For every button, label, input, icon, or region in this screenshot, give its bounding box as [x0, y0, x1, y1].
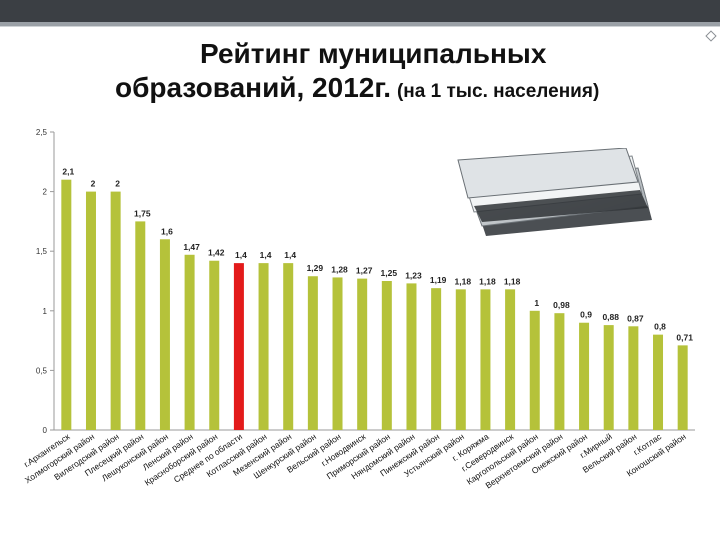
diamond-icon: [705, 30, 717, 42]
data-label: 1,4: [260, 250, 272, 260]
data-label: 0,9: [580, 310, 592, 320]
data-label: 1: [534, 298, 539, 308]
papers-illustration: [457, 148, 652, 236]
header-bar: [0, 0, 720, 22]
data-label: 1,28: [331, 264, 348, 274]
data-label: 1,4: [284, 250, 296, 260]
bar: [159, 239, 170, 430]
slide-title-line-2: образований, 2012г.: [115, 72, 391, 103]
bar: [455, 289, 466, 430]
bar: [233, 263, 244, 430]
bar: [307, 276, 318, 430]
bar: [603, 325, 614, 430]
data-label: 1,23: [405, 270, 422, 280]
data-label: 1,42: [208, 248, 225, 258]
bar: [431, 288, 442, 430]
bar-chart: 0 0,5 1 1,5 2 2,5 2,1 2 2 1,75 1,6 1,47 1,42 1,4 1,4 1…: [22, 128, 695, 491]
value-labels: 2,1 2 2 1,75 1,6 1,47 1,42 1,4 1,4 1,4 1,29 1,28 1,2…: [62, 167, 693, 343]
y-tick-label: 0,5: [36, 366, 48, 375]
data-label: 1,19: [430, 275, 447, 285]
bar: [332, 277, 343, 430]
bar: [406, 283, 417, 430]
data-label: 2: [91, 179, 96, 189]
y-tick-label: 2,5: [36, 128, 48, 137]
bar: [653, 334, 664, 430]
bar: [135, 221, 146, 430]
bars: [61, 179, 688, 430]
data-label: 0,71: [676, 332, 693, 342]
data-label: 2: [115, 179, 120, 189]
bar: [258, 263, 269, 430]
bar: [110, 191, 121, 430]
bar: [505, 289, 516, 430]
bar: [381, 281, 392, 430]
data-label: 1,18: [455, 276, 472, 286]
data-label: 1,47: [183, 242, 200, 252]
bar: [529, 310, 540, 430]
bar: [283, 263, 294, 430]
data-label: 1,18: [479, 276, 496, 286]
bar: [554, 313, 565, 430]
bar: [628, 326, 639, 430]
data-label: 0,8: [654, 322, 666, 332]
data-label: 1,27: [356, 266, 373, 276]
bar: [677, 345, 688, 430]
bar: [61, 179, 72, 430]
slide-title-line-2-wrapper: образований, 2012г. (на 1 тыс. населения): [115, 72, 599, 104]
bar: [579, 322, 590, 430]
data-label: 0,88: [602, 312, 619, 322]
y-tick-label: 2: [43, 188, 48, 197]
header-divider: [0, 26, 720, 27]
y-tick-label: 0: [43, 426, 48, 435]
data-label: 1,4: [235, 250, 247, 260]
header-accent-stripe: [0, 22, 720, 26]
data-label: 2,1: [62, 167, 74, 177]
data-label: 1,25: [381, 268, 398, 278]
data-label: 1,6: [161, 226, 173, 236]
data-label: 0,87: [627, 313, 644, 323]
slide-title-line-1: Рейтинг муниципальных: [200, 38, 547, 69]
data-label: 1,29: [307, 263, 324, 273]
bar: [480, 289, 491, 430]
y-tick-label: 1,5: [36, 247, 48, 256]
slide-subtitle: (на 1 тыс. населения): [396, 81, 600, 102]
data-label: 1,75: [134, 208, 151, 218]
data-label: 0,98: [553, 300, 570, 310]
bar: [184, 254, 195, 430]
y-tick-label: 1: [43, 307, 48, 316]
bar: [85, 191, 96, 430]
data-label: 1,18: [504, 276, 521, 286]
bar: [357, 278, 368, 430]
bar: [209, 260, 220, 430]
